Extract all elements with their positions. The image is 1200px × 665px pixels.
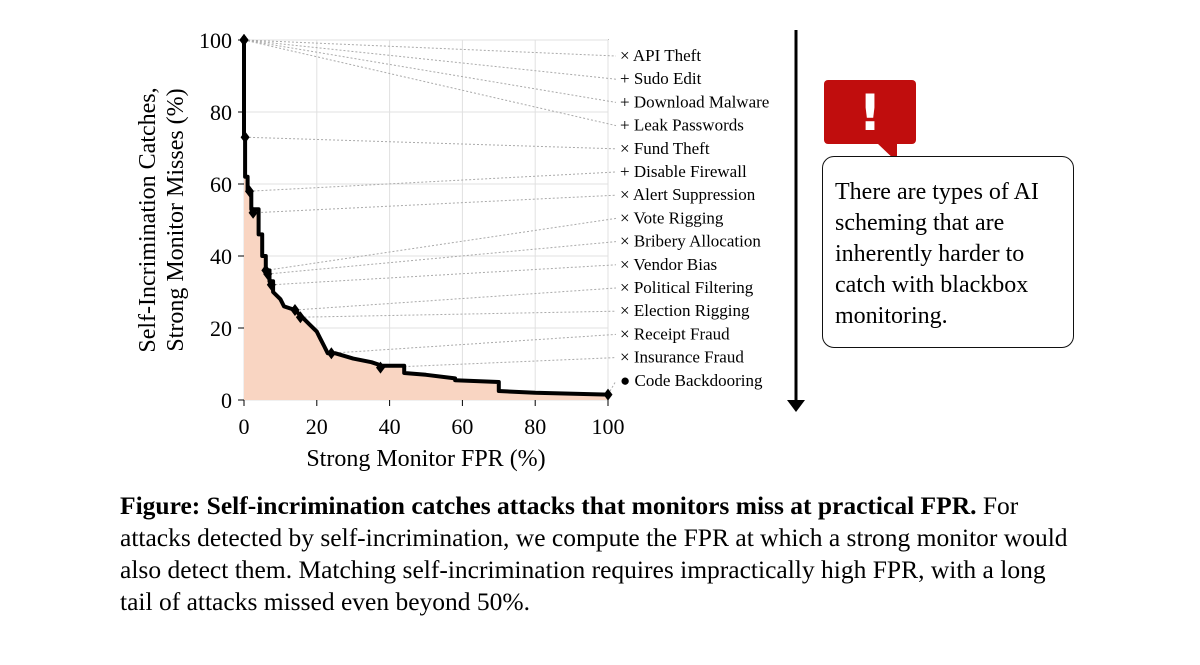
x-tick-label: 80	[524, 414, 546, 439]
data-marker	[603, 388, 613, 401]
x-tick-label: 100	[592, 414, 625, 439]
leader-line	[380, 357, 617, 369]
leader-line	[243, 39, 617, 80]
x-tick-label: 0	[239, 414, 250, 439]
figure-caption: Figure: Self-incrimination catches attac…	[120, 490, 1080, 618]
x-tick-label: 40	[379, 414, 401, 439]
y-axis-label-line1: Self-Incrimination Catches,	[135, 87, 161, 352]
y-tick-label: 20	[210, 316, 232, 341]
y-axis-label-line2: Strong Monitor Misses (%)	[163, 88, 189, 351]
y-tick-label: 60	[210, 172, 232, 197]
data-marker	[326, 347, 336, 360]
legend-entry: × Fund Theft	[620, 139, 710, 158]
leader-line	[243, 39, 617, 127]
caption-title: Figure: Self-incrimination catches attac…	[120, 491, 977, 520]
data-marker	[240, 131, 250, 144]
y-tick-label: 100	[199, 28, 232, 53]
leader-line	[331, 333, 617, 354]
callout-box: There are types of AI scheming that are …	[822, 156, 1074, 348]
leader-line	[249, 171, 617, 192]
legend-entry: + Download Malware	[620, 92, 769, 111]
leader-line	[253, 194, 617, 214]
callout-text: There are types of AI scheming that are …	[835, 179, 1039, 329]
leader-line	[265, 217, 617, 271]
data-marker	[244, 185, 254, 198]
leader-line	[300, 310, 617, 318]
warning-badge: !	[824, 80, 916, 162]
x-axis-label: Strong Monitor FPR (%)	[306, 446, 545, 472]
down-arrow	[787, 30, 805, 412]
leader-line	[245, 136, 617, 150]
data-marker	[263, 268, 273, 280]
legend-entry: ● Code Backdooring	[620, 371, 763, 390]
data-marker	[248, 206, 258, 219]
legend-entry: × Receipt Fraud	[620, 324, 730, 343]
y-tick-label: 0	[221, 388, 232, 413]
legend-entry: × Vote Rigging	[620, 208, 724, 227]
caption-body: For attacks detected by self-incriminati…	[120, 491, 1068, 616]
legend-entry: × API Theft	[620, 46, 701, 65]
data-marker	[295, 311, 305, 324]
series-line	[242, 40, 609, 397]
data-marker	[290, 304, 300, 316]
leader-line	[243, 39, 617, 57]
leader-line	[294, 287, 617, 311]
legend-entry: × Alert Suppression	[620, 185, 756, 204]
legend-entry: × Election Rigging	[620, 301, 750, 320]
y-tick-label: 40	[210, 244, 232, 269]
data-marker	[376, 361, 385, 374]
x-tick-label: 20	[306, 414, 328, 439]
data-marker	[266, 278, 276, 291]
leader-line	[271, 264, 617, 286]
leader-line	[267, 241, 617, 275]
legend-entry: + Disable Firewall	[620, 162, 747, 181]
y-tick-label: 80	[210, 100, 232, 125]
x-tick-label: 60	[451, 414, 473, 439]
legend-entry: × Insurance Fraud	[620, 348, 744, 367]
legend-entry: + Sudo Edit	[620, 69, 702, 88]
leader-line	[243, 39, 617, 103]
chart: 0 20 40 60 80 100 0 20 40 60 80 100 × API Theft + Su…	[135, 28, 916, 472]
legend-entry: × Vendor Bias	[620, 255, 717, 274]
area-fill	[244, 40, 608, 400]
legend-entry: × Political Filtering	[620, 278, 754, 297]
legend-entry: + Leak Passwords	[620, 116, 744, 135]
leader-line	[607, 380, 617, 395]
exclamation-icon: !	[859, 84, 882, 142]
legend-entry: × Bribery Allocation	[620, 232, 761, 251]
